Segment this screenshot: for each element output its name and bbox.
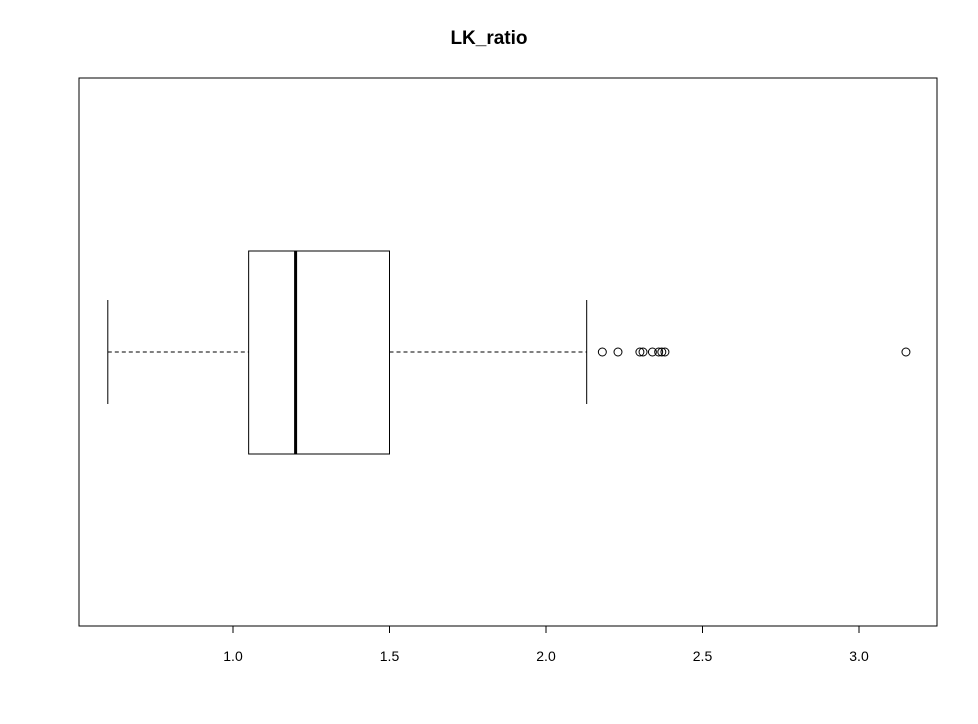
outlier-point [647,347,657,357]
outlier-point [613,347,623,357]
x-tick-label: 1.5 [380,648,400,664]
outlier-point [901,347,911,357]
x-tick-label: 1.0 [223,648,243,664]
outlier-point [597,347,607,357]
outlier-point [638,347,648,357]
outlier-point [635,347,645,357]
x-tick-label: 2.0 [536,648,556,664]
x-tick-label: 3.0 [849,648,869,664]
interquartile-box [248,250,390,455]
outlier-point [660,347,670,357]
outlier-point [657,347,667,357]
outlier-point [654,347,664,357]
chart-title: LK_ratio [450,28,528,49]
x-tick-label: 2.5 [693,648,713,664]
